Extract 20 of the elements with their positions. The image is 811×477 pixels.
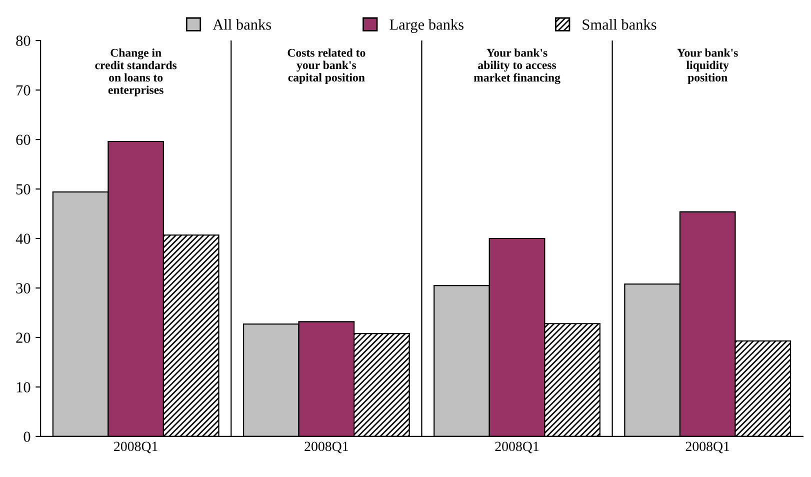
- annotation: Your bank's ability to access market financing: [474, 48, 560, 84]
- y-tick-label: 40: [16, 234, 30, 244]
- legend-label: Small banks: [582, 19, 656, 30]
- y-tick-label: 80: [16, 36, 30, 46]
- y-tick-label: 50: [16, 184, 30, 194]
- y-tick-label: 0: [24, 432, 30, 442]
- y-tick-label: 10: [16, 382, 30, 392]
- y-tick-label: 20: [16, 332, 30, 343]
- y-tick-label: 70: [16, 85, 30, 96]
- x-tick-label: 2008Q1: [114, 442, 158, 454]
- x-tick-label: 2008Q1: [495, 442, 539, 454]
- x-tick-label: 2008Q1: [686, 442, 730, 454]
- annotation: Your bank's liquidity position: [677, 48, 738, 84]
- legend-label: All banks: [212, 19, 272, 30]
- y-tick-label: 60: [16, 134, 30, 145]
- legend-label: Large banks: [390, 19, 464, 33]
- annotation: Costs related to your bank's capital position: [288, 48, 366, 84]
- x-tick-label: 2008Q1: [304, 442, 348, 454]
- annotation: Change in credit standards on loans to enterprises: [95, 48, 177, 96]
- y-tick-label: 30: [16, 283, 30, 294]
